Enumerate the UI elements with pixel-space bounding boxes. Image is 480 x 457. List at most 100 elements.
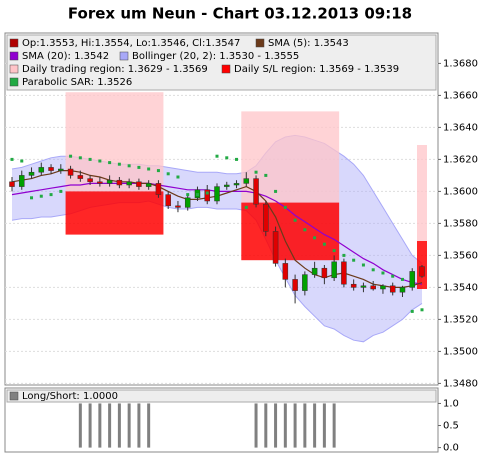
candle-body xyxy=(97,181,103,184)
candle-body xyxy=(263,203,269,232)
candle-body xyxy=(331,261,337,279)
sar-dot xyxy=(69,154,73,158)
sar-dot xyxy=(78,156,82,160)
candle-body xyxy=(9,181,15,187)
candle-body xyxy=(292,279,298,291)
candle-body xyxy=(48,167,54,171)
long-short-bar xyxy=(88,403,92,448)
long-short-bar xyxy=(274,403,278,448)
sar-dot xyxy=(49,193,53,197)
y-tick-label: 0.0 xyxy=(443,443,459,454)
sar-dot xyxy=(342,253,346,257)
sar-dot xyxy=(293,218,297,222)
y-tick-label: 1.3580 xyxy=(443,218,478,229)
legend-label: Long/Short: 1.0000 xyxy=(22,391,118,402)
sar-dot xyxy=(225,156,229,160)
long-short-bar xyxy=(313,403,317,448)
y-tick-label: 1.3500 xyxy=(443,346,478,357)
legend-box xyxy=(6,389,437,403)
sar-dot xyxy=(254,170,258,174)
y-tick-label: 0.5 xyxy=(443,421,459,432)
y-tick-label: 1.3640 xyxy=(443,122,478,133)
candle-body xyxy=(380,285,386,290)
sar-dot xyxy=(322,242,326,246)
y-tick-label: 1.3480 xyxy=(443,378,478,389)
sar-dot xyxy=(10,157,14,161)
sar-dot xyxy=(127,164,131,168)
candle-body xyxy=(389,285,396,293)
sar-dot xyxy=(215,154,219,158)
sar-dot xyxy=(59,189,63,193)
sar-dot xyxy=(235,157,239,161)
candle-body xyxy=(155,183,162,195)
sar-dot xyxy=(88,157,92,161)
legend-box xyxy=(6,34,437,91)
sar-dot xyxy=(244,205,248,209)
sar-dot xyxy=(313,236,317,240)
sar-dot xyxy=(166,172,170,176)
sar-dot xyxy=(391,274,395,278)
sar-dot xyxy=(117,162,121,166)
sar-dot xyxy=(147,167,151,171)
sar-dot xyxy=(137,165,141,169)
long-short-bar xyxy=(117,403,121,448)
legend-swatch xyxy=(9,51,19,61)
legend-label: Parabolic SAR: 1.3526 xyxy=(22,77,132,88)
candle-body xyxy=(311,267,318,275)
candle-body xyxy=(419,266,425,277)
legend-swatch xyxy=(9,391,19,401)
candle-body xyxy=(409,271,415,288)
long-short-bar xyxy=(322,403,326,448)
long-short-bar xyxy=(264,403,268,448)
legend-swatch xyxy=(255,38,265,48)
long-short-bar xyxy=(127,403,131,448)
sar-dot xyxy=(371,268,375,272)
y-tick-label: 1.0 xyxy=(443,398,459,409)
candle-body xyxy=(136,181,142,187)
sar-dot xyxy=(361,263,365,267)
sar-dot xyxy=(420,308,424,312)
candle-body xyxy=(399,287,406,293)
candle-body xyxy=(370,285,376,290)
sar-dot xyxy=(98,159,102,163)
legend-swatch xyxy=(9,77,19,87)
sar-dot xyxy=(410,309,414,313)
sar-dot xyxy=(108,161,112,165)
candle-body xyxy=(106,179,113,184)
long-short-bar xyxy=(98,403,102,448)
candle-body xyxy=(116,179,123,186)
legend: Op:1.3553, Hi:1.3554, Lo:1.3546, Cl:1.35… xyxy=(9,38,399,402)
candle-body xyxy=(126,181,132,186)
long-short-bar xyxy=(137,403,141,448)
candle-body xyxy=(302,274,308,291)
sar-dot xyxy=(39,194,43,198)
sar-dot xyxy=(30,196,34,200)
candle-body xyxy=(321,267,328,279)
candle-body xyxy=(272,231,279,264)
y-tick-label: 1.3520 xyxy=(443,314,478,325)
legend-label: Bollinger (20, 2): 1.3530 - 1.3555 xyxy=(132,51,299,62)
candle-body xyxy=(243,178,250,184)
sar-dot xyxy=(264,173,268,177)
candle-body xyxy=(19,175,25,187)
sar-dot xyxy=(195,193,199,197)
long-short-bar xyxy=(293,403,297,448)
long-short-bar xyxy=(254,403,258,448)
candle-body xyxy=(77,175,84,179)
candle-body xyxy=(224,184,230,187)
sar-dot xyxy=(20,159,24,163)
candle-body xyxy=(67,168,74,176)
sar-dot xyxy=(303,228,307,232)
legend-swatch xyxy=(221,64,231,74)
sar-dot xyxy=(186,193,190,197)
legend-swatch xyxy=(9,38,19,48)
candle-body xyxy=(38,167,45,173)
legend-swatch xyxy=(119,51,129,61)
legend-label: SMA (5): 1.3543 xyxy=(268,38,349,49)
long-short-bar xyxy=(78,403,82,448)
sar-dot xyxy=(400,277,404,281)
long-short-bar xyxy=(283,403,287,448)
y-tick-label: 1.3540 xyxy=(443,282,478,293)
